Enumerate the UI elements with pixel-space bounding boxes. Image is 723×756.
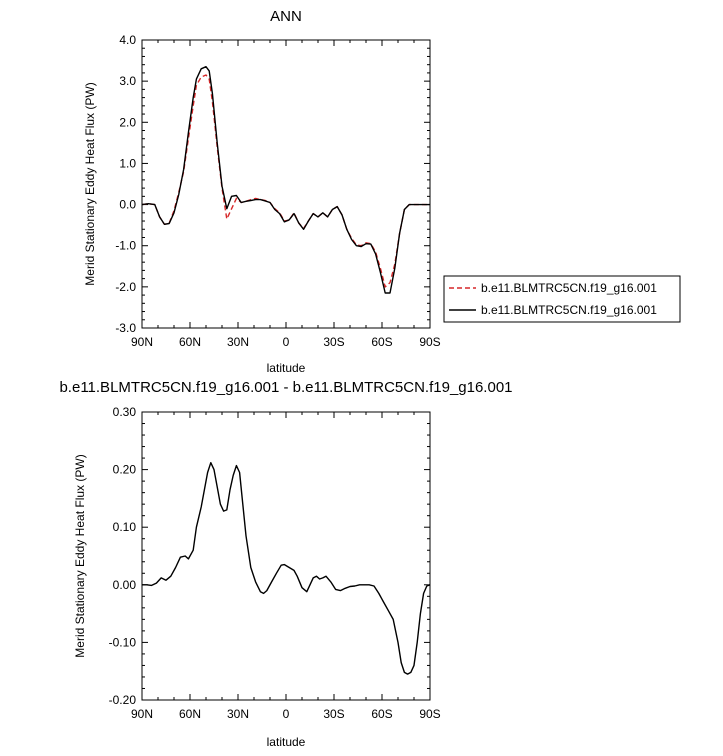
bottom-chart-xtick-label: 30N [227,707,249,721]
bottom-chart-xtick-label: 60S [371,707,392,721]
top-chart-legend: b.e11.BLMTRC5CN.f19_g16.001 b.e11.BLMTRC… [443,275,681,323]
top-chart-xlabel: latitude [267,361,306,375]
bottom-chart-ytick-label: -0.20 [109,693,137,707]
top-chart-ytick-label: -1.0 [115,239,136,253]
bottom-chart-title: b.e11.BLMTRC5CN.f19_g16.001 - b.e11.BLMT… [59,379,512,396]
top-chart: ANN Merid Stationary Eddy Heat Flux (PW)… [83,8,681,375]
top-chart-ytick-label: -2.0 [115,280,136,294]
top-chart-series-solid-line [141,65,430,294]
legend-box [443,275,681,323]
top-chart-xtick-label: 90N [131,335,153,349]
top-chart-series-dashed-line [141,74,430,288]
top-chart-xtick-label: 0 [283,335,290,349]
top-chart-series [141,65,430,294]
top-chart-frame [141,39,431,329]
bottom-chart-xtick-label: 90N [131,707,153,721]
top-chart-ytick-label: 0.0 [119,198,136,212]
bottom-chart-ytick-label: 0.00 [113,578,137,592]
bottom-chart-ytick-label: 0.10 [113,520,137,534]
bottom-chart-ytick-label: -0.10 [109,635,137,649]
top-chart-xtick-label: 30N [227,335,249,349]
legend-label-1: b.e11.BLMTRC5CN.f19_g16.001 [481,281,657,295]
bottom-chart: b.e11.BLMTRC5CN.f19_g16.001 - b.e11.BLMT… [59,379,512,749]
top-chart-ytick-label: 4.0 [119,33,136,47]
bottom-chart-ytick-label: 0.20 [113,463,137,477]
bottom-chart-xtick-label: 0 [283,707,290,721]
top-chart-title: ANN [270,8,302,25]
bottom-chart-xtick-label: 90S [419,707,440,721]
top-chart-xtick-label: 60S [371,335,392,349]
bottom-chart-xtick-label: 60N [179,707,201,721]
bottom-chart-ylabel: Merid Stationary Eddy Heat Flux (PW) [73,454,87,657]
top-chart-xtick-label: 90S [419,335,440,349]
legend-label-2: b.e11.BLMTRC5CN.f19_g16.001 [481,303,657,317]
bottom-chart-series-solid-line [142,462,431,675]
top-chart-ytick-label: 1.0 [119,156,136,170]
bottom-chart-xlabel: latitude [267,735,306,749]
top-chart-ylabel: Merid Stationary Eddy Heat Flux (PW) [83,82,97,285]
top-chart-ytick-label: -3.0 [115,321,136,335]
bottom-chart-frame [141,411,431,701]
bottom-chart-xtick-label: 30S [323,707,344,721]
bottom-chart-series [142,462,431,675]
top-chart-xtick-label: 30S [323,335,344,349]
bottom-chart-ytick-label: 0.30 [113,405,137,419]
top-chart-ytick-label: 2.0 [119,115,136,129]
top-chart-xtick-label: 60N [179,335,201,349]
top-chart-ytick-label: 3.0 [119,74,136,88]
